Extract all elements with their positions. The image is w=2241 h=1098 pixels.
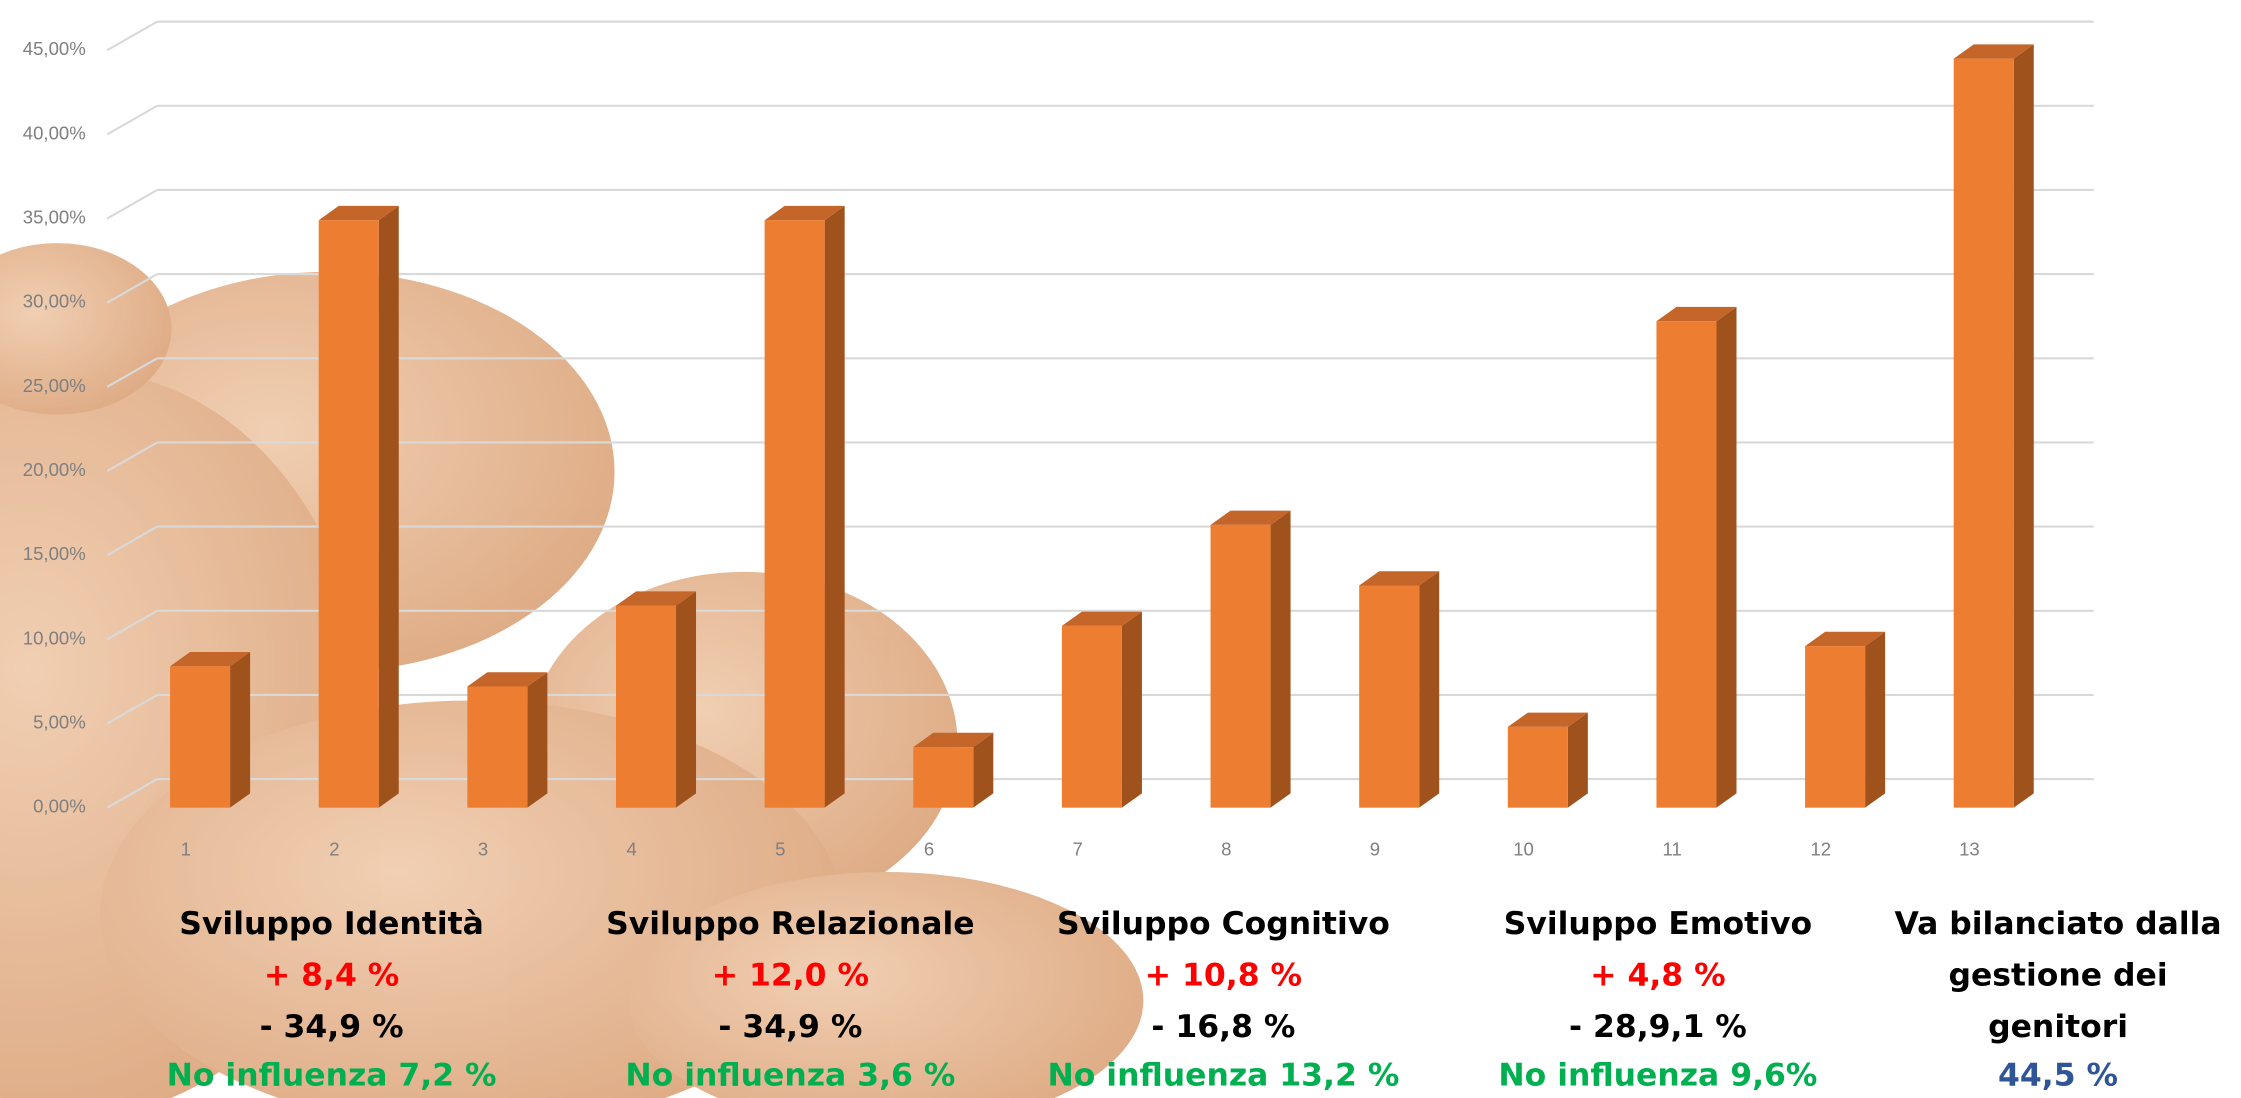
bar-side [379,206,399,808]
bar [1359,585,1419,807]
x-tick-label: 5 [775,838,785,859]
x-tick-label: 7 [1072,838,1082,859]
annotation: Sviluppo Identità [179,906,484,942]
x-tick-label: 9 [1370,838,1380,859]
annotation: Va bilanciato dalla [1895,906,2222,942]
bar-side [230,652,250,808]
bar [1508,727,1568,808]
annotation: No influenza 3,6 % [625,1057,955,1093]
x-tick-label: 11 [1663,838,1682,859]
bar [616,606,676,808]
y-tick-label: 5,00% [33,711,86,732]
bar-side [1271,511,1291,808]
bar-side [1419,571,1439,807]
bar-side [2014,44,2034,807]
bar-side [825,206,845,808]
bar [1954,59,2014,808]
grid-line-side [107,22,157,51]
grid-line-side [107,190,157,219]
x-tick-label: 3 [478,838,488,859]
annotation: Sviluppo Emotivo [1504,906,1812,942]
annotation: No influenza 7,2 % [167,1057,497,1093]
y-tick-label: 25,00% [23,375,86,396]
annotation: No influenza 13,2 % [1047,1057,1399,1093]
annotation: Sviluppo Cognitivo [1057,906,1390,942]
x-tick-label: 13 [1959,838,1980,859]
x-tick-label: 10 [1513,838,1534,859]
annotation: gestione dei [1948,957,2167,993]
chart: 0,00% 5,00% 10,00% 15,00% 20,00% 25,00% 30,00%… [0,0,2241,1098]
annotation: - 34,9 % [718,1009,862,1045]
bar-side [1122,612,1142,808]
bar [1656,321,1716,807]
bar [765,220,825,807]
annotation: + 10,8 % [1145,957,1302,993]
x-tick-label: 12 [1810,838,1831,859]
x-tick-label: 4 [627,838,637,859]
y-tick-label: 10,00% [23,627,86,648]
annotation: genitori [1988,1009,2128,1045]
bar-side [1716,307,1736,808]
bar [1062,626,1122,808]
x-tick-label: 8 [1221,838,1231,859]
y-tick-label: 15,00% [23,543,86,564]
x-tick-label: 6 [924,838,934,859]
bar [467,686,527,807]
annotation: Sviluppo Relazionale [606,906,975,942]
bar-side [1568,713,1588,808]
annotation: + 8,4 % [264,957,399,993]
annotation: 44,5 % [1998,1057,2118,1093]
y-tick-label: 40,00% [23,122,86,143]
bar [170,666,230,807]
bar-side [527,672,547,807]
annotation: + 12,0 % [712,957,869,993]
bar-side [676,591,696,807]
y-tick-label: 35,00% [23,206,86,227]
grid-line-side [107,106,157,135]
y-tick-label: 30,00% [23,291,86,312]
bar [1805,646,1865,808]
annotation: No influenza 9,6% [1498,1057,1817,1093]
x-tick-label: 2 [329,838,339,859]
x-tick-label: 1 [181,838,191,859]
page: {"chart_data": { "type": "bar3d", "categ… [0,0,2241,1098]
annotation: - 34,9 % [260,1009,404,1045]
annotation: - 16,8 % [1151,1009,1295,1045]
bar [1211,525,1271,808]
bar-side [1865,632,1885,808]
annotation: + 4,8 % [1590,957,1725,993]
bar [913,747,973,808]
y-tick-label: 0,00% [33,796,86,817]
y-tick-label: 20,00% [23,459,86,480]
bar [319,220,379,807]
annotation: - 28,9,1 % [1569,1009,1747,1045]
y-tick-label: 45,00% [23,38,86,59]
